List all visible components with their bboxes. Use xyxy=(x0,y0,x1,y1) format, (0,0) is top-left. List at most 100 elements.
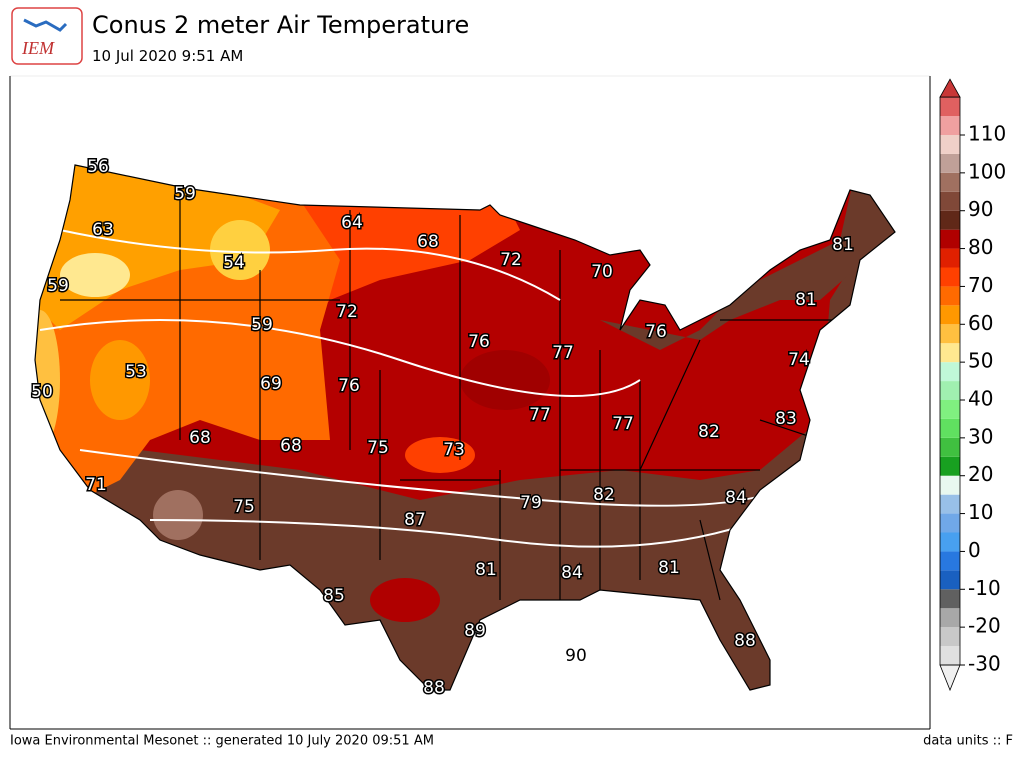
fill-coast xyxy=(35,310,60,450)
contours xyxy=(39,229,801,548)
fill-cool-1 xyxy=(210,220,270,280)
temperature-label: 87 xyxy=(404,510,426,530)
temperature-label: 81 xyxy=(475,560,497,580)
temperature-label: 75 xyxy=(367,438,389,458)
temperature-label: 81 xyxy=(795,290,817,310)
temperature-label: 69 xyxy=(260,374,282,394)
map-labels: 56 59 63 64 68 54 72 70 59 72 59 81 81 76 77 76 50 53 69 76… xyxy=(30,156,856,700)
temperature-label: 75 xyxy=(233,497,255,517)
colorbar-segment xyxy=(940,267,960,287)
temperature-label: 90 xyxy=(565,646,587,666)
colorbar-segment xyxy=(940,475,960,495)
colorbar: -30 -20 -10 0 10 20 30 40 50 60 70 80 90 100 110 xyxy=(939,78,1006,692)
temperature-label: 76 xyxy=(338,376,360,396)
temperature-label: 59 xyxy=(251,315,273,335)
colorbar-segment xyxy=(940,362,960,382)
footer-right: data units :: F xyxy=(923,734,1013,749)
title: Conus 2 meter Air Temperature xyxy=(92,11,469,39)
fill-cool-3 xyxy=(90,340,150,420)
colorbar-tick-label: 0 xyxy=(968,538,981,562)
temperature-label: 53 xyxy=(125,362,147,382)
colorbar-segment xyxy=(940,456,960,476)
fill-cool-2 xyxy=(60,253,130,297)
logo-text: IEM xyxy=(21,38,55,58)
subtitle: 10 Jul 2020 9:51 AM xyxy=(92,47,243,65)
temperature-label: 82 xyxy=(593,485,615,505)
colorbar-segment xyxy=(940,608,960,628)
colorbar-segment xyxy=(940,153,960,173)
colorbar-tick-label: 80 xyxy=(968,235,993,259)
fill-texas xyxy=(370,578,440,622)
colorbar-segment xyxy=(940,570,960,590)
us-outline xyxy=(34,164,896,691)
colorbar-over xyxy=(939,78,961,98)
temperature-label: 72 xyxy=(500,250,522,270)
temperature-label: 77 xyxy=(529,405,551,425)
temperature-label: 64 xyxy=(341,213,363,233)
colorbar-segment xyxy=(940,97,960,117)
temperature-label: 76 xyxy=(645,322,667,342)
colorbar-segment xyxy=(940,324,960,344)
colorbar-segment xyxy=(940,646,960,665)
colorbar-segment xyxy=(940,229,960,249)
fill-orange-red xyxy=(250,180,520,360)
colorbar-tick-label: -20 xyxy=(968,614,1001,638)
temperature-label: 68 xyxy=(280,436,302,456)
temperature-label: 81 xyxy=(658,558,680,578)
footer-left: Iowa Environmental Mesonet :: generated … xyxy=(10,734,434,749)
temperature-label: 59 xyxy=(174,184,196,204)
colorbar-segment xyxy=(940,532,960,552)
state-lines xyxy=(60,190,840,601)
colorbar-segment xyxy=(940,381,960,400)
temperature-label: 68 xyxy=(417,232,439,252)
colorbar-tick-label: 10 xyxy=(968,500,993,524)
colorbar-segment xyxy=(940,116,960,135)
colorbar-segment xyxy=(940,400,960,419)
colorbar-tick-label: 110 xyxy=(968,122,1006,146)
temperature-label: 68 xyxy=(189,428,211,448)
colorbar-segment xyxy=(940,343,960,363)
fill-kansas xyxy=(405,437,475,473)
logo: IEM xyxy=(11,7,83,65)
temperature-label: 74 xyxy=(788,350,810,370)
temperature-label: 72 xyxy=(336,302,358,322)
temperature-label: 63 xyxy=(92,220,114,240)
temperature-label: 77 xyxy=(612,414,634,434)
colorbar-segment xyxy=(940,286,960,306)
temperature-label: 88 xyxy=(423,678,445,698)
colorbar-segment xyxy=(940,437,960,457)
colorbar-segment xyxy=(940,305,960,325)
temperature-label: 50 xyxy=(31,382,53,402)
colorbar-segment xyxy=(940,551,960,571)
colorbar-under xyxy=(939,664,961,692)
colorbar-segment xyxy=(940,135,960,154)
temperature-label: 70 xyxy=(591,262,613,282)
temperature-label: 73 xyxy=(443,440,465,460)
colorbar-tick-label: 40 xyxy=(968,387,993,411)
logo-icon xyxy=(23,18,68,32)
temperature-label: 56 xyxy=(87,157,109,177)
fill-desert xyxy=(153,490,203,540)
colorbar-tick-label: 50 xyxy=(968,349,993,373)
temperature-label: 71 xyxy=(85,475,107,495)
colorbar-tick-label: 100 xyxy=(968,159,1006,183)
colorbar-tick-label: -30 xyxy=(968,652,1001,676)
temperature-label: 77 xyxy=(552,343,574,363)
colorbar-tick-label: 90 xyxy=(968,197,993,221)
temperature-label: 79 xyxy=(520,493,542,513)
colorbar-segment xyxy=(940,494,960,514)
temperature-label: 82 xyxy=(698,422,720,442)
colorbar-frame xyxy=(939,96,961,666)
temperature-label: 83 xyxy=(775,409,797,429)
temperature-label: 84 xyxy=(725,488,747,508)
temperature-label: 88 xyxy=(734,631,756,651)
colorbar-tick-label: 70 xyxy=(968,273,993,297)
fill-iowa xyxy=(460,350,550,410)
colorbar-segment xyxy=(940,248,960,268)
colorbar-segment xyxy=(940,418,960,438)
colorbar-segment xyxy=(940,513,960,533)
temperature-label: 89 xyxy=(464,621,486,641)
colorbar-segment xyxy=(940,627,960,647)
colorbar-tick-label: 60 xyxy=(968,311,993,335)
